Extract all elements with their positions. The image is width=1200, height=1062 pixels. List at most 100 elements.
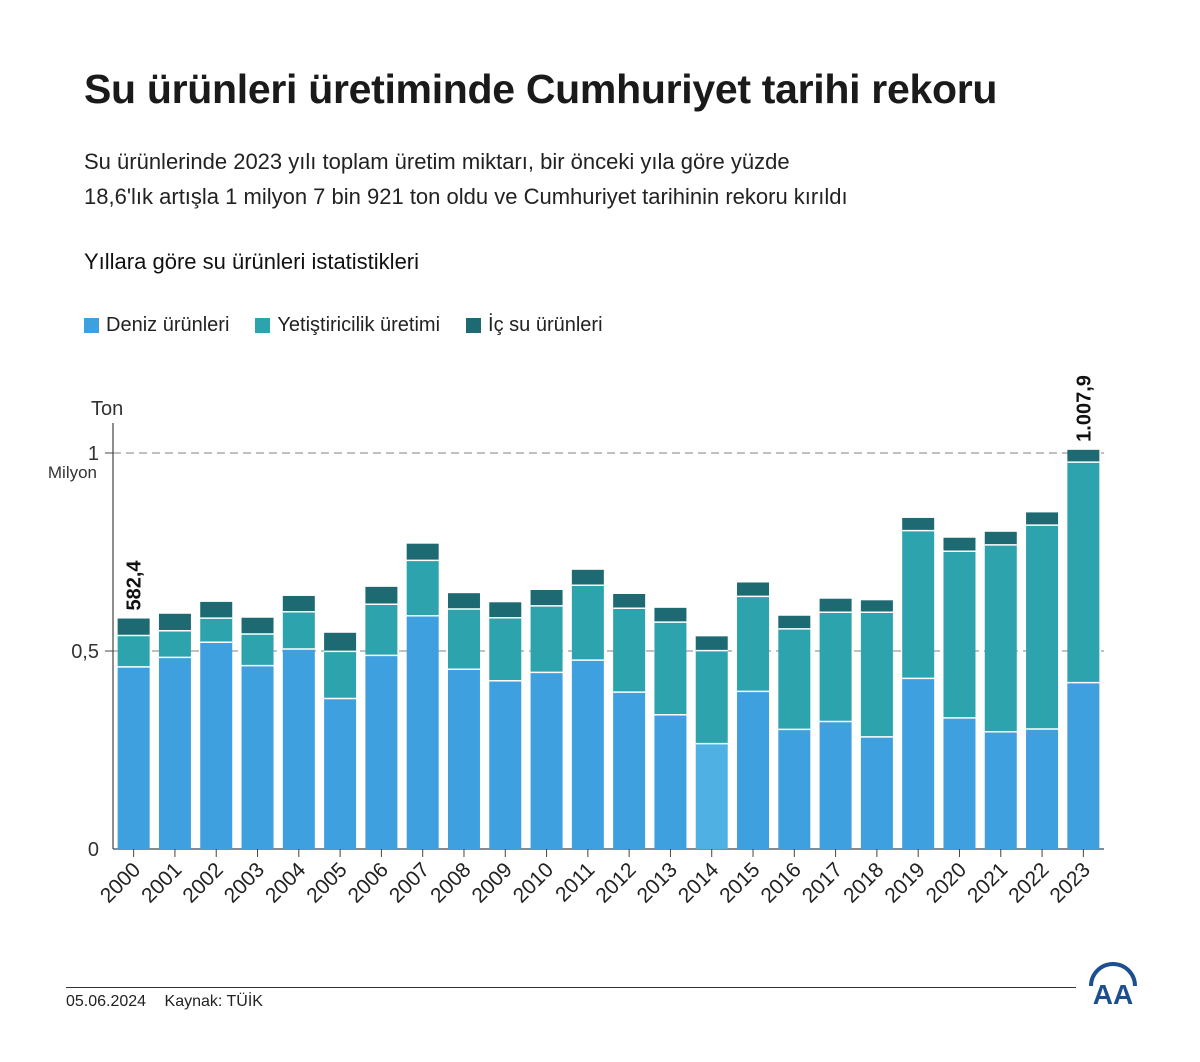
x-tick-label: 2013 [633, 858, 682, 907]
bar-ic-su [1026, 512, 1059, 526]
bar-deniz [902, 678, 935, 849]
chart-legend: Deniz ürünleri Yetiştiricilik üretimi İç… [84, 314, 603, 337]
bar-deniz [737, 691, 770, 849]
bar-deniz [282, 649, 315, 849]
footer: 05.06.2024 Kaynak: TÜİK [66, 993, 277, 1011]
legend-swatch-yetistiricilik [255, 318, 271, 333]
bar-deniz [117, 666, 150, 849]
bar-deniz [1067, 682, 1100, 849]
x-tick-label: 2003 [220, 858, 269, 907]
x-tick-label: 2023 [1046, 858, 1095, 907]
bar-ic-su [530, 590, 563, 606]
bar-deniz [695, 743, 728, 849]
bar-ic-su [860, 600, 893, 613]
bar-yetistiricilik [654, 622, 687, 715]
y-tick-label: 1 [88, 443, 99, 465]
x-tick-label: 2008 [426, 858, 475, 907]
bar-ic-su [365, 586, 398, 605]
x-tick-label: 2012 [591, 858, 640, 907]
bar-deniz [489, 680, 522, 849]
bar-ic-su [984, 531, 1017, 545]
chart-heading: Yıllara göre su ürünleri istatistikleri [84, 249, 420, 274]
bar-ic-su [489, 602, 522, 618]
bar-yetistiricilik [489, 617, 522, 681]
bar-deniz [324, 698, 357, 849]
bar-deniz [860, 736, 893, 849]
aa-logo-text: AA [1093, 979, 1133, 1010]
bar-total-annotation: 1.007,9 [1073, 375, 1095, 442]
x-tick-label: 2022 [1004, 858, 1053, 907]
x-tick-label: 2015 [715, 858, 764, 907]
bar-yetistiricilik [158, 630, 191, 658]
legend-item-yetistiricilik: Yetiştiricilik üretimi [255, 314, 440, 337]
bar-yetistiricilik [943, 551, 976, 718]
bar-ic-su [447, 593, 480, 610]
x-tick-label: 2009 [468, 858, 517, 907]
x-tick-label: 2014 [674, 858, 724, 908]
x-tick-label: 2007 [385, 858, 434, 907]
footer-divider [66, 987, 1076, 988]
x-tick-label: 2021 [963, 858, 1012, 907]
bar-yetistiricilik [737, 596, 770, 692]
bar-yetistiricilik [365, 604, 398, 656]
bar-yetistiricilik [571, 585, 604, 661]
legend-label-yetistiricilik: Yetiştiricilik üretimi [277, 314, 441, 336]
x-tick-label: 2000 [96, 858, 145, 907]
bar-yetistiricilik [200, 618, 233, 643]
bar-deniz [241, 665, 274, 849]
bar-yetistiricilik [984, 544, 1017, 732]
bar-yetistiricilik [613, 608, 646, 693]
bar-deniz [571, 660, 604, 849]
legend-label-ic-su: İç su ürünleri [488, 314, 603, 336]
bar-ic-su [695, 636, 728, 651]
bar-yetistiricilik [241, 633, 274, 666]
footer-date: 05.06.2024 [66, 993, 147, 1010]
stacked-bar-chart: 00,51TonMilyon20002001200220032004200520… [48, 375, 1104, 908]
y-axis-unit-label: Ton [91, 398, 123, 420]
subtitle: Su ürünlerinde 2023 yılı toplam üretim m… [84, 144, 1044, 214]
bar-yetistiricilik [282, 611, 315, 650]
y-axis-unit-sublabel: Milyon [48, 463, 97, 482]
x-tick-label: 2019 [880, 858, 929, 907]
x-tick-label: 2005 [302, 858, 351, 907]
bar-yetistiricilik [530, 605, 563, 673]
bar-deniz [447, 669, 480, 849]
x-tick-label: 2011 [551, 858, 599, 906]
legend-item-ic-su: İç su ürünleri [466, 314, 603, 337]
bar-deniz [654, 714, 687, 849]
x-tick-label: 2006 [344, 858, 393, 907]
bar-yetistiricilik [117, 635, 150, 667]
bar-ic-su [117, 618, 150, 636]
bar-deniz [613, 692, 646, 849]
page-title: Su ürünleri üretiminde Cumhuriyet tarihi… [84, 66, 998, 112]
subtitle-line-2: 18,6'lık artışla 1 milyon 7 bin 921 ton … [84, 184, 848, 209]
bar-ic-su [902, 517, 935, 531]
x-tick-label: 2016 [757, 858, 806, 907]
bar-yetistiricilik [860, 612, 893, 737]
bar-deniz [365, 655, 398, 849]
bar-ic-su [324, 632, 357, 652]
bar-ic-su [200, 601, 233, 619]
subtitle-line-1: Su ürünlerinde 2023 yılı toplam üretim m… [84, 149, 790, 174]
bar-ic-su [158, 613, 191, 631]
bar-deniz [984, 731, 1017, 849]
bar-deniz [158, 657, 191, 849]
bar-ic-su [778, 615, 811, 629]
y-tick-label: 0,5 [71, 641, 99, 663]
bar-deniz [778, 729, 811, 849]
bar-yetistiricilik [1026, 525, 1059, 730]
y-tick-label: 0 [88, 839, 99, 861]
legend-item-deniz: Deniz ürünleri [84, 314, 229, 337]
bar-ic-su [282, 595, 315, 612]
footer-source: Kaynak: TÜİK [164, 993, 263, 1010]
bar-deniz [200, 642, 233, 849]
bar-yetistiricilik [902, 530, 935, 679]
x-tick-label: 2018 [839, 858, 888, 907]
bar-ic-su [571, 569, 604, 586]
bar-ic-su [406, 543, 439, 561]
bar-ic-su [241, 617, 274, 634]
legend-swatch-ic-su [466, 318, 482, 333]
x-tick-label: 2004 [261, 858, 311, 908]
x-tick-label: 2010 [509, 858, 558, 907]
bar-ic-su [737, 582, 770, 597]
